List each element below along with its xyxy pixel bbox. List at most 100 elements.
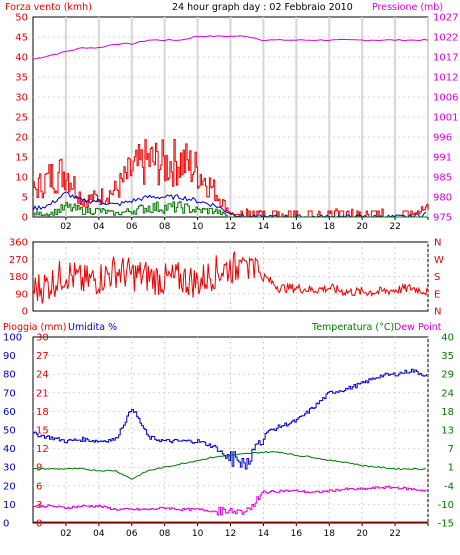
rain-ytick-label: 18 (36, 407, 49, 418)
humidity-label: Umidita % (68, 322, 117, 333)
wind-speed-label: Forza vento (kmh) (5, 2, 92, 13)
wind-chart-xtick-label: 20 (356, 222, 368, 232)
wind-chart-xtick-label: 14 (258, 222, 270, 232)
humidity-ytick-label: 50 (3, 426, 16, 437)
rain-ytick-label: 21 (36, 388, 49, 399)
wind-chart-xtick-label: 08 (159, 222, 171, 232)
humidity-ytick-label: 20 (3, 481, 16, 492)
wind-average-series-line (32, 191, 427, 218)
humidity-series-line (33, 368, 427, 470)
rain-ytick-label: 6 (36, 481, 42, 492)
wind-ytick-label: 35 (15, 73, 28, 84)
rain-ytick-label: 9 (36, 463, 42, 474)
direction-ytick-label: 180 (9, 272, 28, 283)
humidity-ytick-label: 30 (3, 463, 16, 474)
wind-low-series-line (33, 201, 427, 218)
humidity-ytick-label: 90 (3, 351, 16, 362)
temp-hum-chart-xtick-label: 18 (324, 529, 336, 539)
wind-ytick-label: 15 (15, 153, 28, 164)
wind-direction-series-line (32, 251, 428, 304)
direction-ytick-label: 0 (22, 307, 28, 318)
temperature-ytick-label: 24 (441, 388, 454, 399)
pressure-ytick-label: 991 (433, 153, 452, 164)
wind-chart-xtick-label: 22 (389, 222, 400, 232)
wind-ytick-label: 0 (22, 213, 28, 224)
wind-ytick-label: 45 (15, 33, 28, 44)
chart-title: 24 hour graph day : 02 Febbraio 2010 (172, 2, 353, 13)
wind-ytick-label: 40 (15, 53, 28, 64)
direction-ytick-label: 270 (9, 255, 28, 266)
wind-chart-xtick-label: 10 (192, 222, 204, 232)
pressure-ytick-label: 980 (433, 193, 452, 204)
direction-compass-label: S (434, 272, 440, 283)
temp-hum-chart-xtick-label: 08 (159, 529, 171, 539)
dew-point-label: Dew Point (394, 322, 442, 333)
pressure-ytick-label: 985 (433, 173, 452, 184)
direction-ytick-label: 360 (9, 238, 28, 249)
pressure-ytick-label: 1022 (433, 33, 458, 44)
temp-hum-chart-xtick-label: 14 (258, 529, 270, 539)
temp-hum-chart-xtick-label: 22 (389, 529, 400, 539)
dew-point-series-line (33, 485, 427, 516)
rain-ytick-label: 24 (36, 370, 49, 381)
humidity-ytick-label: 100 (3, 333, 22, 344)
temp-hum-chart-xtick-label: 04 (93, 529, 105, 539)
humidity-ytick-label: 80 (3, 370, 16, 381)
wind-ytick-label: 30 (15, 93, 28, 104)
temp-hum-chart-xtick-label: 12 (225, 529, 236, 539)
temp-hum-chart-xtick-label: 10 (192, 529, 204, 539)
temperature-ytick-label: -4 (444, 481, 454, 492)
humidity-ytick-label: 10 (3, 500, 16, 511)
temperature-ytick-label: 29 (441, 370, 454, 381)
temperature-ytick-label: -10 (438, 500, 454, 511)
wind-chart-xtick-label: 16 (291, 222, 303, 232)
wind-ytick-label: 50 (15, 13, 28, 24)
pressure-ytick-label: 1006 (433, 93, 458, 104)
pressure-ytick-label: 1027 (433, 13, 458, 24)
temperature-ytick-label: 35 (441, 351, 454, 362)
pressure-ytick-label: 1001 (433, 113, 458, 124)
wind-chart-xtick-label: 18 (324, 222, 336, 232)
direction-compass-label: N (434, 307, 441, 318)
humidity-ytick-label: 70 (3, 388, 16, 399)
temp-hum-chart-xtick-label: 20 (356, 529, 368, 539)
humidity-ytick-label: 60 (3, 407, 16, 418)
rain-ytick-label: 27 (36, 351, 49, 362)
pressure-ytick-label: 1017 (433, 53, 458, 64)
humidity-ytick-label: 40 (3, 444, 16, 455)
rain-label: Pioggia (mm) (3, 322, 66, 333)
temperature-ytick-label: 18 (441, 407, 454, 418)
temp-hum-chart-xtick-label: 06 (126, 529, 138, 539)
pressure-label: Pressione (mb) (372, 2, 443, 13)
pressure-ytick-label: 975 (433, 213, 452, 224)
direction-ytick-label: 90 (15, 289, 28, 300)
temperature-ytick-label: 13 (441, 426, 454, 437)
temperature-ytick-label: 1 (448, 463, 454, 474)
direction-compass-label: N (434, 238, 441, 249)
rain-ytick-label: 15 (36, 426, 49, 437)
wind-chart-xtick-label: 12 (225, 222, 236, 232)
wind-ytick-label: 10 (15, 173, 28, 184)
temperature-ytick-label: 7 (448, 444, 454, 455)
rain-ytick-label: 0 (36, 519, 42, 530)
wind-ytick-label: 5 (22, 193, 28, 204)
humidity-ytick-label: 0 (3, 519, 9, 530)
temperature-label: Temperatura (°C) (311, 322, 394, 333)
pressure-series-line (32, 35, 429, 60)
rain-ytick-label: 30 (36, 333, 49, 344)
wind-chart-xtick-label: 04 (93, 222, 105, 232)
pressure-ytick-label: 996 (433, 133, 452, 144)
temp-hum-chart-xtick-label: 16 (291, 529, 303, 539)
temperature-ytick-label: 40 (441, 333, 454, 344)
direction-compass-label: E (434, 289, 440, 300)
temp-hum-chart-xtick-label: 02 (60, 529, 71, 539)
rain-ytick-label: 12 (36, 444, 49, 455)
pressure-ytick-label: 1012 (433, 73, 458, 84)
chart-layer: 0510152025303540455097598098599199610011… (3, 13, 458, 540)
temperature-ytick-label: -15 (438, 519, 454, 530)
temperature-series-line (32, 450, 426, 480)
wind-chart-xtick-label: 06 (126, 222, 138, 232)
wind-ytick-label: 20 (15, 133, 28, 144)
wind-chart-xtick-label: 02 (60, 222, 71, 232)
